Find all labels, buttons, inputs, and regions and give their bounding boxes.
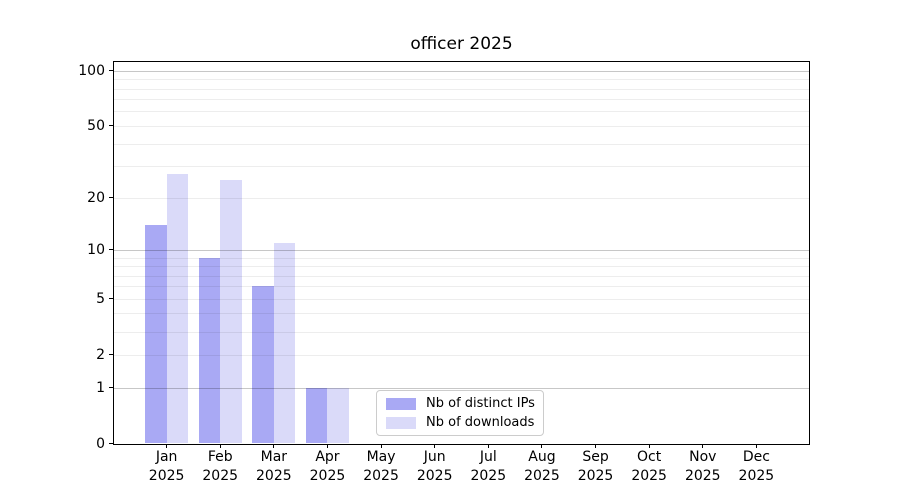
x-tick-mark xyxy=(541,444,543,448)
y-tick-label: 20 xyxy=(87,189,105,206)
y-tick-mark xyxy=(109,354,113,356)
x-tick-label: Sep 2025 xyxy=(577,449,614,484)
y-tick-label: 1 xyxy=(96,379,105,396)
gridline-minor xyxy=(114,354,810,356)
x-tick-label: Dec 2025 xyxy=(738,449,775,484)
bar-distinct-ips-mar xyxy=(252,286,274,444)
legend-label: Nb of downloads xyxy=(426,414,535,430)
gridline-minor xyxy=(114,125,810,127)
bar-downloads-feb xyxy=(220,180,242,444)
gridline-minor xyxy=(114,286,810,288)
x-tick-label: Mar 2025 xyxy=(256,449,292,484)
x-tick-label: Jan 2025 xyxy=(148,449,185,484)
bar-distinct-ips-jan xyxy=(145,224,167,444)
y-tick-label: 2 xyxy=(96,346,105,363)
gridline-minor xyxy=(114,99,810,101)
y-tick-label: 5 xyxy=(96,290,105,307)
x-tick-label: May 2025 xyxy=(363,449,399,484)
legend-entry: Nb of distinct IPs xyxy=(386,395,535,411)
x-tick-label: Nov 2025 xyxy=(684,449,721,484)
gridline-major xyxy=(114,70,810,72)
gridline-major xyxy=(114,387,810,389)
y-tick-label: 50 xyxy=(87,117,105,134)
bar-downloads-jan xyxy=(166,174,189,444)
x-tick-mark xyxy=(273,444,275,448)
y-tick-mark xyxy=(109,249,113,251)
x-tick-mark xyxy=(648,444,650,448)
x-tick-mark xyxy=(487,444,489,448)
gridline-minor xyxy=(114,143,810,145)
bar-distinct-ips-apr xyxy=(305,387,328,444)
y-tick-label: 100 xyxy=(78,62,105,79)
gridline-minor xyxy=(114,275,810,277)
x-tick-mark xyxy=(219,444,221,448)
bar-downloads-apr xyxy=(327,387,349,444)
x-tick-label: Aug 2025 xyxy=(524,449,560,484)
x-tick-label: Oct 2025 xyxy=(631,449,667,484)
gridline-major xyxy=(114,249,810,251)
x-tick-mark xyxy=(595,444,597,448)
legend-swatch-distinct-ips xyxy=(386,397,416,410)
y-tick-mark xyxy=(109,125,113,127)
gridline-minor xyxy=(114,313,810,315)
bar-downloads-mar xyxy=(273,242,296,444)
x-tick-mark xyxy=(434,444,436,448)
gridline-minor xyxy=(114,111,810,113)
x-tick-label: Jun 2025 xyxy=(416,449,453,484)
x-tick-mark xyxy=(755,444,757,448)
gridline-minor xyxy=(114,197,810,199)
x-tick-mark xyxy=(702,444,704,448)
gridline-minor xyxy=(114,331,810,333)
x-tick-mark xyxy=(326,444,328,448)
gridline-minor xyxy=(114,266,810,267)
x-tick-label: Feb 2025 xyxy=(202,449,239,484)
x-tick-label: Jul 2025 xyxy=(470,449,507,484)
gridline-minor xyxy=(114,298,810,300)
gridline-minor xyxy=(114,79,810,81)
y-tick-mark xyxy=(109,298,113,300)
x-tick-label: Apr 2025 xyxy=(309,449,346,484)
y-tick-mark xyxy=(109,197,113,199)
legend-label: Nb of distinct IPs xyxy=(426,395,535,411)
x-tick-mark xyxy=(166,444,168,448)
y-tick-mark xyxy=(109,443,113,444)
legend-swatch-downloads xyxy=(386,416,416,429)
gridline-minor xyxy=(114,166,810,168)
chart-title: officer 2025 xyxy=(410,34,513,54)
gridline-minor xyxy=(114,88,810,90)
y-tick-mark xyxy=(109,387,113,388)
legend-entry: Nb of downloads xyxy=(386,414,535,430)
x-tick-mark xyxy=(380,444,382,448)
legend-box: Nb of distinct IPs Nb of downloads xyxy=(376,390,544,436)
y-tick-label: 0 xyxy=(96,435,105,452)
gridline-minor xyxy=(114,257,810,259)
y-tick-mark xyxy=(109,70,113,72)
y-tick-label: 10 xyxy=(87,241,105,258)
bar-distinct-ips-feb xyxy=(198,257,221,444)
